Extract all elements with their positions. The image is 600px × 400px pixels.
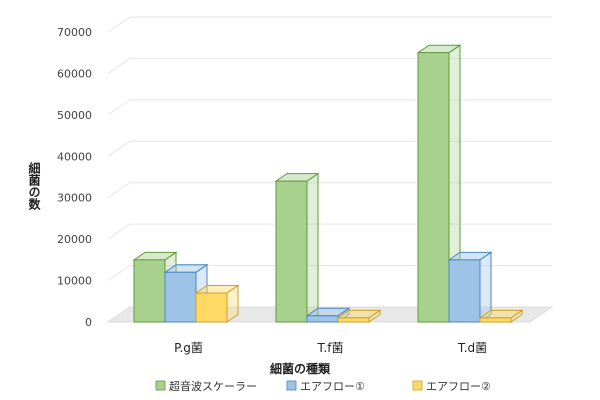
y-axis-title: 細菌の数 [27, 161, 41, 211]
legend-label: エアフロー② [426, 380, 491, 393]
legend-swatch [286, 380, 297, 391]
legend-label: 超音波スケーラー [169, 379, 257, 393]
bar [478, 309, 524, 323]
grid-line-side [107, 265, 131, 281]
bar-front [479, 317, 512, 323]
legend-swatch [412, 380, 423, 391]
x-axis: P.g菌 T.f菌 T.d菌 [174, 341, 487, 355]
legend-item: エアフロー② [412, 380, 491, 393]
y-tick-label: 60000 [57, 67, 92, 80]
legend-swatch [155, 380, 166, 391]
y-tick-label: 20000 [57, 233, 92, 246]
bars [132, 44, 524, 323]
legend-label: エアフロー① [300, 380, 365, 393]
grid-line-side [107, 58, 131, 74]
y-tick-label: 0 [85, 316, 92, 329]
x-tick-label: T.f菌 [317, 341, 344, 355]
y-axis: 0 10000 20000 30000 40000 50000 60000 70000 [57, 26, 92, 329]
grid-line-side [107, 140, 131, 157]
bar-front [417, 52, 450, 323]
bar-front [275, 180, 308, 323]
x-tick-label: T.d菌 [457, 341, 487, 355]
grid-lines [107, 16, 552, 281]
bar [447, 251, 493, 323]
x-axis-title: 細菌の種類 [270, 361, 331, 376]
bar-front [133, 259, 166, 323]
bar-front [195, 292, 228, 323]
grid-line-side [107, 182, 131, 199]
y-tick-label: 10000 [57, 275, 92, 288]
bar [336, 309, 382, 323]
bar [274, 172, 320, 323]
legend: 超音波スケーラー エアフロー① エアフロー② [155, 379, 491, 393]
grid-line-side [107, 16, 131, 33]
bar-front [448, 259, 481, 323]
x-tick-label: P.g菌 [174, 341, 203, 355]
y-tick-label: 70000 [57, 26, 92, 39]
bar-front [306, 315, 339, 323]
bar [416, 44, 462, 323]
y-tick-label: 40000 [57, 150, 92, 163]
legend-item: 超音波スケーラー [155, 379, 257, 393]
grid-line-side [107, 223, 131, 240]
legend-item: エアフロー① [286, 380, 365, 393]
bar-side [306, 172, 319, 323]
bar-front [337, 317, 370, 323]
grid-line-side [107, 99, 131, 116]
y-tick-label: 30000 [57, 192, 92, 205]
bar [163, 263, 209, 323]
y-tick-label: 50000 [57, 109, 92, 122]
bar [194, 284, 240, 323]
bar-front [164, 271, 197, 323]
